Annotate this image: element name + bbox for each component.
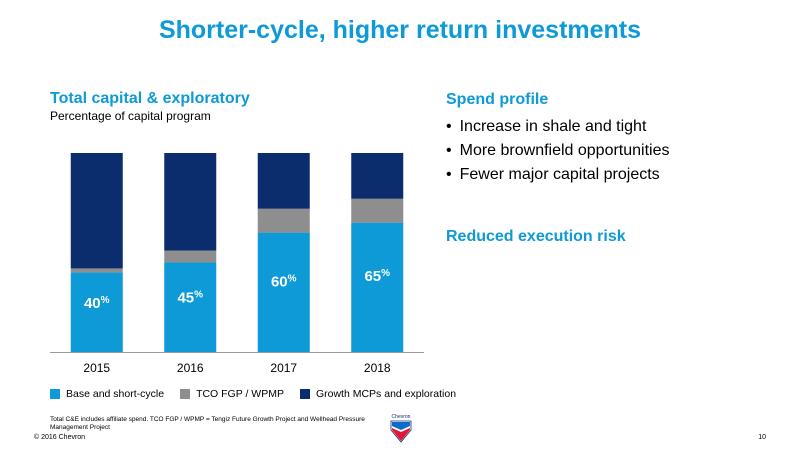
legend-swatch [50, 389, 60, 399]
data-label-suffix: % [381, 268, 390, 279]
bar-2015-series-1 [70, 268, 123, 273]
legend-swatch [180, 389, 191, 399]
bar-2015-series-0 [70, 272, 123, 352]
bullet-dot: • [446, 118, 452, 135]
legend-item: Growth MCPs and exploration [299, 388, 457, 400]
bullet-dot: • [446, 142, 452, 159]
chart-legend: Base and short-cycle TCO FGP / WPMP Growth… [50, 388, 456, 400]
data-label-suffix: % [288, 273, 297, 284]
reduced-risk-heading: Reduced execution risk [446, 228, 626, 245]
legend-label: Base and short-cycle [66, 388, 165, 400]
chevron-logo: Chevron [390, 414, 412, 443]
logo-wordmark: Chevron [392, 414, 411, 420]
spend-profile-heading: Spend profile [446, 91, 549, 108]
list-item-text: More brownfield opportunities [459, 142, 670, 159]
data-label-suffix: % [101, 295, 110, 306]
bar-2017-series-0 [257, 232, 310, 352]
spend-profile-list: • Increase in shale and tight • More brown… [446, 115, 670, 187]
bar-2016-series-2 [164, 153, 217, 251]
bar-2016-series-0 [164, 262, 217, 352]
legend-item: TCO FGP / WPMP [180, 388, 284, 400]
bar-2017-series-1 [257, 208, 310, 233]
copyright: © 2016 Chevron [34, 434, 86, 441]
x-tick-label-2015: 2015 [83, 361, 110, 375]
x-tick-label-2018: 2018 [364, 361, 391, 375]
legend-item: Base and short-cycle [50, 388, 164, 400]
list-item-text: Fewer major capital projects [459, 166, 660, 183]
chart-subheading: Percentage of capital program [50, 109, 211, 123]
list-item-text: Increase in shale and tight [459, 118, 647, 135]
bar-2016-series-1 [164, 250, 217, 263]
page-number: 10 [758, 434, 766, 441]
slide-title: Shorter-cycle, higher return investments [158, 16, 642, 44]
footnote: Total C&E includes affiliate spend. TCO … [50, 416, 365, 431]
chart-heading: Total capital & exploratory [50, 90, 250, 107]
list-item: • Fewer major capital projects [446, 163, 670, 187]
list-item: • More brownfield opportunities [446, 139, 670, 163]
bullet-dot: • [446, 166, 452, 183]
legend-swatch [299, 389, 310, 399]
bar-2017-series-2 [257, 153, 310, 209]
x-tick-label-2016: 2016 [177, 361, 204, 375]
data-label-suffix: % [194, 290, 203, 301]
bar-2018-series-0 [351, 222, 404, 352]
x-tick-label-2017: 2017 [270, 361, 297, 375]
bar-2018-series-2 [351, 153, 404, 199]
list-item: • Increase in shale and tight [446, 115, 670, 139]
bar-2015-series-2 [70, 153, 123, 269]
bar-2018-series-1 [351, 198, 404, 223]
legend-label: Growth MCPs and exploration [315, 388, 457, 400]
legend-label: TCO FGP / WPMP [196, 388, 284, 400]
